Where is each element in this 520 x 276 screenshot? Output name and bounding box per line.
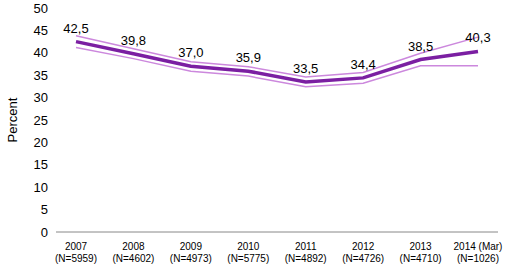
svg-text:2010(N=5775): 2010(N=5775) <box>227 241 269 264</box>
svg-text:2007(N=5959): 2007(N=5959) <box>55 241 97 264</box>
svg-text:50: 50 <box>34 1 48 16</box>
svg-text:2013(N=4710): 2013(N=4710) <box>400 241 442 264</box>
svg-text:38,5: 38,5 <box>408 39 433 54</box>
svg-text:20: 20 <box>34 135 48 150</box>
svg-text:15: 15 <box>34 157 48 172</box>
svg-text:42,5: 42,5 <box>63 21 88 36</box>
svg-text:2009(N=4973): 2009(N=4973) <box>170 241 212 264</box>
svg-text:2012(N=4726): 2012(N=4726) <box>342 241 384 264</box>
svg-text:2011(N=4892): 2011(N=4892) <box>285 241 327 264</box>
svg-text:40: 40 <box>34 45 48 60</box>
svg-text:Percent: Percent <box>8 97 20 142</box>
svg-text:25: 25 <box>34 113 48 128</box>
svg-text:37,0: 37,0 <box>178 45 203 60</box>
svg-text:35: 35 <box>34 68 48 83</box>
svg-text:30: 30 <box>34 90 48 105</box>
svg-text:34,4: 34,4 <box>350 57 375 72</box>
svg-text:33,5: 33,5 <box>293 61 318 76</box>
svg-text:0: 0 <box>41 225 48 240</box>
svg-text:2014 (Mar)(N=1026): 2014 (Mar)(N=1026) <box>454 241 503 264</box>
svg-text:10: 10 <box>34 180 48 195</box>
svg-text:45: 45 <box>34 23 48 38</box>
svg-text:40,3: 40,3 <box>465 30 490 45</box>
svg-text:5: 5 <box>41 202 48 217</box>
svg-text:35,9: 35,9 <box>236 50 261 65</box>
svg-text:39,8: 39,8 <box>121 33 146 48</box>
svg-text:2008(N=4602): 2008(N=4602) <box>112 241 154 264</box>
